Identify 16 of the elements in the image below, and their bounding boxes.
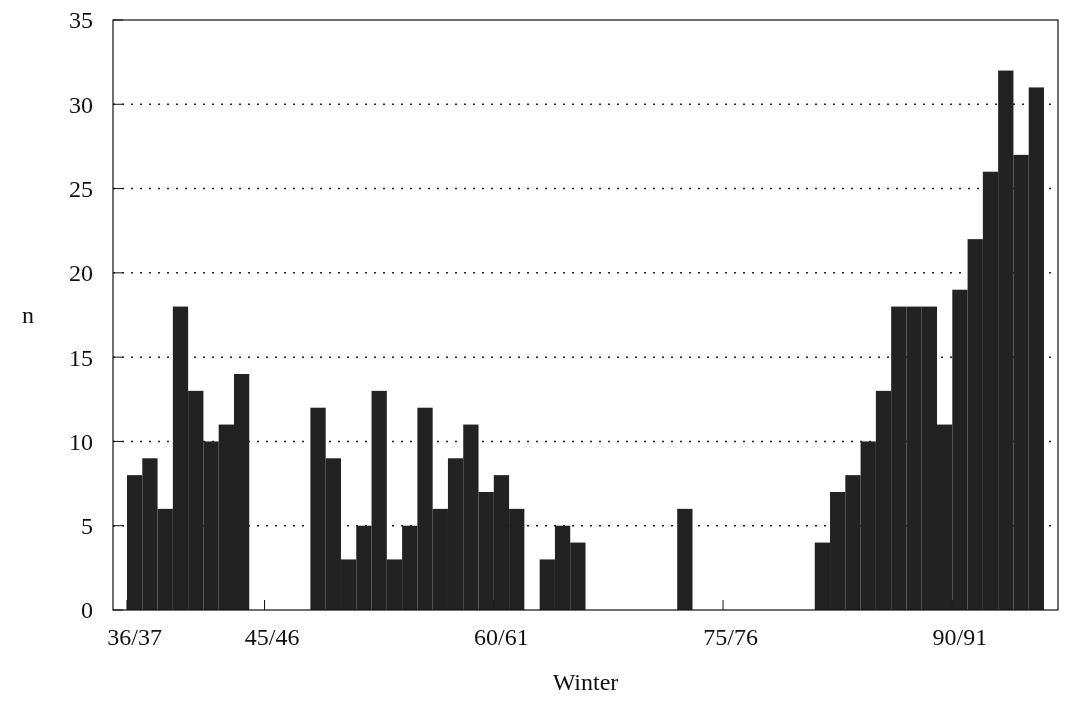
y-tick-label: 20 [69, 260, 93, 287]
x-tick-label: 60/61 [474, 624, 529, 650]
bar [677, 508, 693, 610]
x-axis-title: Winter [552, 669, 619, 695]
y-tick-label: 35 [69, 7, 93, 34]
y-tick-label: 25 [69, 175, 93, 202]
x-tick-label: 90/91 [932, 624, 988, 650]
y-tick-label: 0 [81, 597, 93, 624]
x-tick-label: 75/76 [703, 624, 759, 650]
y-tick-label: 15 [69, 344, 93, 371]
y-tick-label: 10 [69, 428, 93, 455]
y-tick-label: 5 [81, 513, 93, 540]
x-tick-label: 36/37 [107, 624, 162, 650]
x-tick-label: 45/46 [244, 624, 300, 650]
y-tick-label: 30 [69, 91, 93, 118]
y-axis-title: n [22, 302, 34, 329]
